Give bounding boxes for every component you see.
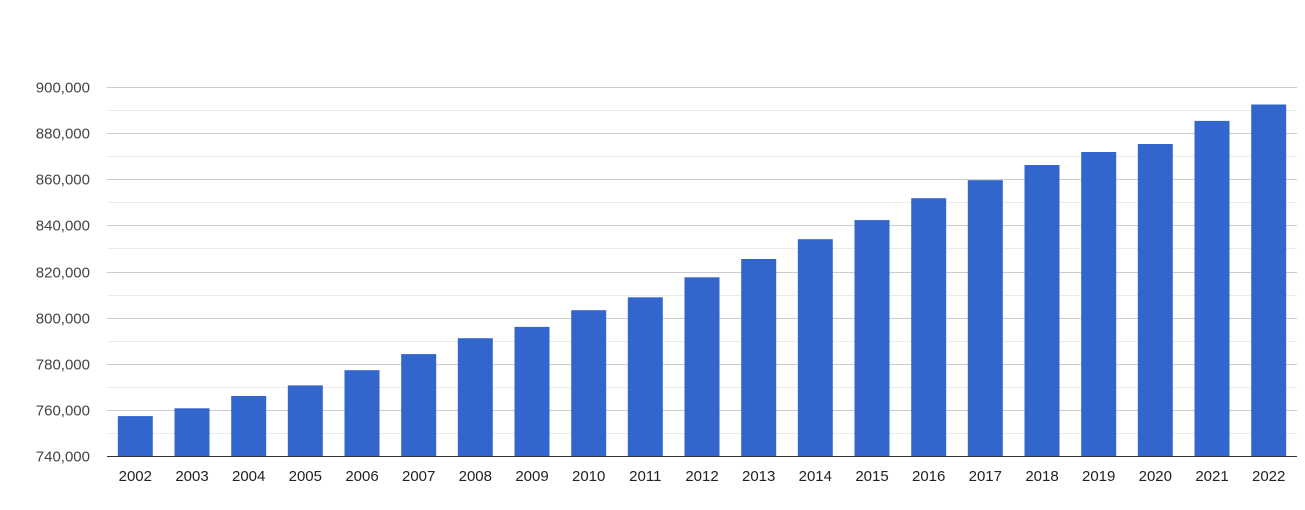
x-tick-label: 2020 [1139,468,1172,485]
y-tick-label: 740,000 [36,449,90,466]
x-tick-label: 2016 [912,468,945,485]
y-tick-label: 780,000 [36,357,90,374]
bar-2006 [344,370,380,456]
x-tick-label: 2014 [799,468,832,485]
bar-2002 [117,416,153,456]
tick-labels: 740,000 760,000 780,000 800,000 820,000 840,0… [36,80,1286,486]
bar-2017 [967,180,1003,456]
x-tick-label: 2009 [515,468,548,485]
y-tick-label: 880,000 [36,126,90,143]
x-tick-label: 2013 [742,468,775,485]
x-tick-label: 2015 [855,468,888,485]
y-tick-label: 860,000 [36,172,90,189]
x-tick-label: 2012 [685,468,718,485]
y-tick-label: 760,000 [36,403,90,420]
x-tick-label: 2007 [402,468,435,485]
x-tick-label: 2006 [345,468,378,485]
bar-2015 [854,220,890,456]
bar-2020 [1137,144,1173,456]
x-tick-label: 2011 [629,468,661,485]
x-tick-label: 2017 [969,468,1002,485]
x-tick-label: 2002 [119,468,152,485]
bar-2005 [287,385,323,456]
bar-2004 [231,396,267,456]
bar-2021 [1194,120,1230,457]
y-tick-label: 840,000 [36,218,90,235]
bar-2013 [741,259,777,456]
bar-2018 [1024,165,1060,456]
bar-2011 [627,297,663,456]
x-tick-label: 2005 [289,468,322,485]
x-tick-label: 2008 [459,468,492,485]
bar-2003 [174,408,210,456]
y-tick-label: 800,000 [36,311,90,328]
x-tick-label: 2003 [175,468,208,485]
bar-2014 [797,239,833,456]
bar-2022 [1251,104,1287,456]
x-tick-label: 2021 [1195,468,1228,485]
y-tick-label: 900,000 [36,80,90,97]
x-tick-label: 2022 [1252,468,1285,485]
bar-2012 [684,277,720,456]
bar-2010 [571,310,607,456]
bar-2016 [911,198,947,456]
bar-2009 [514,326,550,456]
x-tick-label: 2019 [1082,468,1115,485]
x-tick-label: 2010 [572,468,605,485]
bar-2007 [401,354,437,456]
bar-2019 [1081,152,1117,456]
bars [117,104,1287,457]
x-tick-label: 2004 [232,468,265,485]
y-tick-label: 820,000 [36,265,90,282]
bar-2008 [457,338,493,456]
x-tick-label: 2018 [1025,468,1058,485]
